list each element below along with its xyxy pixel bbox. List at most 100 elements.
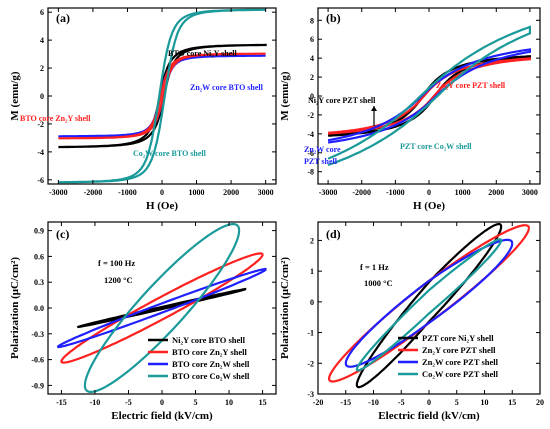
y-tick-label: 1: [310, 267, 314, 276]
series-line-4: [355, 238, 503, 372]
x-tick-label: 0: [427, 398, 431, 407]
y-tick-label: -6: [307, 149, 314, 158]
x-tick-label: -3000: [319, 188, 338, 197]
y-tick-label: 0.9: [34, 227, 44, 236]
series-line-4: [58, 8, 266, 184]
legend: Ni₂Y core BTO shell BTO core Zn₂Y shell BT…: [148, 335, 250, 381]
x-tick-label: -10: [90, 398, 101, 407]
y-tick-label: 0: [40, 92, 44, 101]
panel-tag: (a): [56, 11, 70, 25]
y-tick-label: -4: [307, 130, 314, 139]
arrow-head: [371, 106, 377, 111]
x-tick-label: 0: [427, 188, 431, 197]
y-tick-label: -0.3: [31, 330, 44, 339]
y-tick-label: -4: [37, 148, 44, 157]
series-line-2: [60, 252, 264, 364]
series-annotation: BTO core Ni₂Y shell: [168, 49, 237, 58]
y-tick-label: 6: [310, 35, 314, 44]
series-annotation: Ni₂Y core PZT shell: [308, 96, 376, 105]
condition-label: f = 1 Hz: [360, 262, 389, 272]
condition-label: 1000 °C: [364, 278, 393, 288]
legend-label: Co₂W core PZT shell: [422, 369, 499, 379]
legend-label: BTO core Co₂W shell: [172, 371, 250, 381]
y-axis-title: Polarization (μC/cm²): [279, 257, 291, 359]
legend-label: Ni₂Y core BTO shell: [172, 335, 246, 345]
series-line-1: [76, 287, 247, 329]
x-tick-label: 10: [225, 398, 233, 407]
series-line-4: [83, 223, 241, 393]
y-axis-title: Polarization (μC/cm²): [9, 257, 21, 359]
x-tick-label: 0: [160, 398, 164, 407]
x-tick-label: -15: [340, 398, 351, 407]
panel-tag: (d): [326, 227, 341, 241]
y-tick-label: 2: [310, 236, 314, 245]
legend-label: Zn₂Y core PZT shell: [422, 345, 496, 355]
legend-label: BTO core Zn₂Y shell: [172, 347, 248, 357]
x-axis-title: Electric field (kV/cm): [378, 410, 480, 422]
y-tick-label: 0.6: [34, 252, 44, 261]
series-line-3: [58, 52, 266, 140]
y-tick-label: 0.0: [34, 304, 44, 313]
x-axis-title: H (Oe): [146, 200, 178, 212]
y-axis-title: M (emu/g): [9, 71, 21, 121]
series-line-2: [58, 54, 266, 138]
x-tick-label: 3000: [522, 188, 538, 197]
y-tick-label: -1: [307, 329, 314, 338]
y-tick-label: 0: [310, 298, 314, 307]
y-axis-title: M (emu/g): [279, 71, 291, 121]
x-tick-label: -2000: [84, 188, 103, 197]
x-tick-label: 0: [160, 188, 164, 197]
series-line-3: [344, 238, 514, 368]
x-tick-label: 20: [536, 398, 544, 407]
x-axis-title: H (Oe): [413, 200, 445, 212]
x-tick-label: -15: [56, 398, 67, 407]
y-tick-label: -2: [37, 120, 44, 129]
series-annotation: Co₂W core BTO shell: [133, 149, 207, 158]
y-tick-label: 6: [40, 8, 44, 17]
y-tick-label: 4: [40, 36, 44, 45]
x-tick-label: 3000: [258, 188, 274, 197]
x-tick-label: 1000: [455, 188, 471, 197]
series-annotation: Zn₂Y core PZT shell: [436, 81, 506, 90]
legend-label: PZT core Ni₂Y shell: [422, 333, 494, 343]
series-annotation: Zn₂W core: [304, 145, 341, 154]
panel-a: -3000 -2000 -1000 0 1000 2000 3000 -6 -4 -2 0 2 4 6 H …: [9, 7, 277, 212]
y-tick-label: 2: [40, 64, 44, 73]
x-tick-label: -20: [313, 398, 324, 407]
y-tick-label: -8: [307, 168, 314, 177]
series-annotation: BTO core Zn₂Y shell: [20, 114, 91, 123]
y-tick-label: -6: [37, 176, 44, 185]
x-tick-label: -3000: [49, 188, 68, 197]
condition-label: 1200 °C: [104, 275, 133, 285]
x-tick-label: -5: [398, 398, 405, 407]
series-annotation: PZT shell: [304, 157, 338, 166]
y-tick-label: -0.9: [31, 381, 44, 390]
y-tick-label: 4: [310, 54, 314, 63]
y-tick-label: -0.6: [31, 356, 44, 365]
condition-label: f = 100 Hz: [98, 258, 135, 268]
x-tick-label: -10: [368, 398, 379, 407]
y-tick-label: -2: [307, 359, 314, 368]
series-line-4: [327, 25, 531, 167]
x-tick-label: -1000: [386, 188, 405, 197]
x-axis-title: Electric field (kV/cm): [111, 410, 213, 422]
y-tick-label: -3: [307, 390, 314, 399]
y-tick-label: 8: [310, 16, 314, 25]
x-tick-label: 5: [194, 398, 198, 407]
legend-label: BTO core Zn₂W shell: [172, 359, 250, 369]
series-annotation: Zn₂W core BTO shell: [190, 83, 264, 92]
y-tick-label: 0: [310, 92, 314, 101]
panel-c: -15 -10 -5 0 5 10 15 -0.9 -0.6 -0.3 0.0 0.3 0.6 0.9 El…: [9, 221, 277, 422]
x-tick-label: -5: [125, 398, 132, 407]
x-tick-label: 15: [259, 398, 267, 407]
x-tick-label: 15: [508, 398, 516, 407]
series-line-1: [58, 43, 267, 149]
legend-label: Zn₂W core PZT shell: [422, 357, 499, 367]
x-tick-label: 2000: [488, 188, 504, 197]
legend: PZT core Ni₂Y shell Zn₂Y core PZT shell Zn…: [398, 333, 499, 379]
y-tick-label: -2: [307, 111, 314, 120]
x-tick-label: 1000: [189, 188, 205, 197]
x-tick-label: -2000: [352, 188, 371, 197]
